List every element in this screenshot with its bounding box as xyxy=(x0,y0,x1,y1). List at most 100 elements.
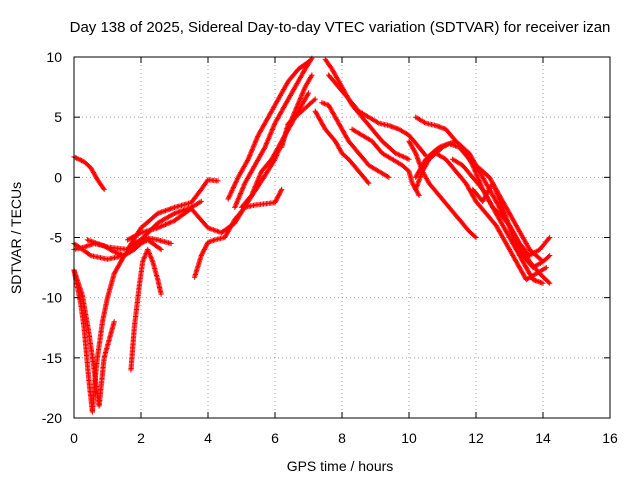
data-point xyxy=(308,73,314,79)
data-point xyxy=(77,157,83,163)
data-point xyxy=(199,250,206,256)
data-point xyxy=(230,184,236,191)
data-point xyxy=(200,249,206,255)
data-point xyxy=(305,90,312,96)
data-point xyxy=(274,196,280,202)
data-point xyxy=(204,242,210,248)
data-point xyxy=(375,119,381,125)
data-point xyxy=(546,254,552,260)
data-point xyxy=(240,185,246,191)
data-point xyxy=(248,150,254,156)
x-tick-label: 14 xyxy=(535,430,551,446)
data-point xyxy=(158,246,164,253)
data-point xyxy=(547,234,553,241)
data-point xyxy=(111,319,117,325)
data-point xyxy=(199,251,205,257)
x-axis-label: GPS time / hours xyxy=(287,458,394,474)
data-point xyxy=(366,180,372,186)
data-point xyxy=(473,234,479,241)
series-arc-2 xyxy=(71,234,174,415)
data-point xyxy=(158,291,164,297)
x-tick-label: 2 xyxy=(137,430,145,446)
data-point xyxy=(309,72,315,78)
data-point xyxy=(276,191,282,197)
data-point xyxy=(273,197,279,203)
data-point xyxy=(198,252,204,259)
y-tick-label: 0 xyxy=(54,169,62,185)
data-point xyxy=(300,89,306,95)
series-arc-16 xyxy=(326,72,429,159)
series-arc-5 xyxy=(128,246,164,373)
data-point xyxy=(168,240,174,247)
data-point xyxy=(547,252,553,259)
data-point xyxy=(277,190,283,196)
data-point xyxy=(203,244,209,250)
data-point xyxy=(276,192,282,198)
data-series xyxy=(71,55,553,415)
x-tick-label: 16 xyxy=(602,430,618,446)
data-point xyxy=(546,236,552,242)
axis-ticks: 0 2 4 6 8 10 12 14 16 -20 -15 -10 -5 0 5 10 xyxy=(42,49,618,446)
data-point xyxy=(263,140,270,146)
data-point xyxy=(472,233,478,240)
data-point xyxy=(309,55,315,61)
data-point xyxy=(546,279,552,285)
data-point xyxy=(255,176,261,182)
x-tick-label: 0 xyxy=(70,430,78,446)
series-arc-9 xyxy=(192,186,285,280)
series-arc-4 xyxy=(71,267,117,409)
data-point xyxy=(238,189,244,195)
x-tick-label: 6 xyxy=(271,430,279,446)
data-point xyxy=(87,252,93,258)
data-point xyxy=(101,186,107,192)
data-point xyxy=(277,189,284,195)
data-point xyxy=(365,179,371,185)
data-point xyxy=(157,246,163,252)
data-point xyxy=(296,98,302,104)
data-point xyxy=(198,198,204,204)
data-point xyxy=(229,188,235,194)
data-point xyxy=(226,193,232,199)
data-point xyxy=(422,152,428,158)
data-point xyxy=(542,265,548,271)
data-point xyxy=(246,155,252,161)
data-point xyxy=(540,280,546,286)
y-tick-label: -10 xyxy=(42,290,62,306)
data-point xyxy=(278,188,284,194)
data-point xyxy=(415,191,421,197)
data-point xyxy=(311,97,317,103)
data-point xyxy=(543,265,549,271)
data-point xyxy=(386,174,392,180)
data-point xyxy=(304,60,310,66)
data-point xyxy=(170,211,176,217)
data-point xyxy=(244,157,251,164)
x-tick-label: 8 xyxy=(338,430,346,446)
chart-title: Day 138 of 2025, Sidereal Day-to-day VTE… xyxy=(70,19,611,36)
data-point xyxy=(279,186,285,192)
data-point xyxy=(298,93,304,99)
data-point xyxy=(312,96,318,102)
data-point xyxy=(547,280,553,286)
data-point xyxy=(100,185,106,191)
data-point xyxy=(412,149,418,155)
data-point xyxy=(215,178,221,184)
y-tick-label: -5 xyxy=(50,230,63,246)
data-point xyxy=(493,188,499,194)
x-tick-label: 12 xyxy=(468,430,484,446)
data-point xyxy=(305,59,312,65)
series-arc-25 xyxy=(470,180,553,271)
data-point xyxy=(273,198,279,204)
x-tick-label: 10 xyxy=(401,430,417,446)
data-point xyxy=(203,243,209,249)
data-point xyxy=(308,56,314,62)
y-tick-label: -20 xyxy=(42,410,62,426)
data-point xyxy=(233,179,239,185)
data-point xyxy=(202,245,208,251)
series-arc-13 xyxy=(279,96,318,150)
y-tick-label: 10 xyxy=(46,49,62,65)
series-arc-10 xyxy=(232,55,315,210)
data-point xyxy=(416,192,422,198)
y-tick-label: -15 xyxy=(42,350,62,366)
